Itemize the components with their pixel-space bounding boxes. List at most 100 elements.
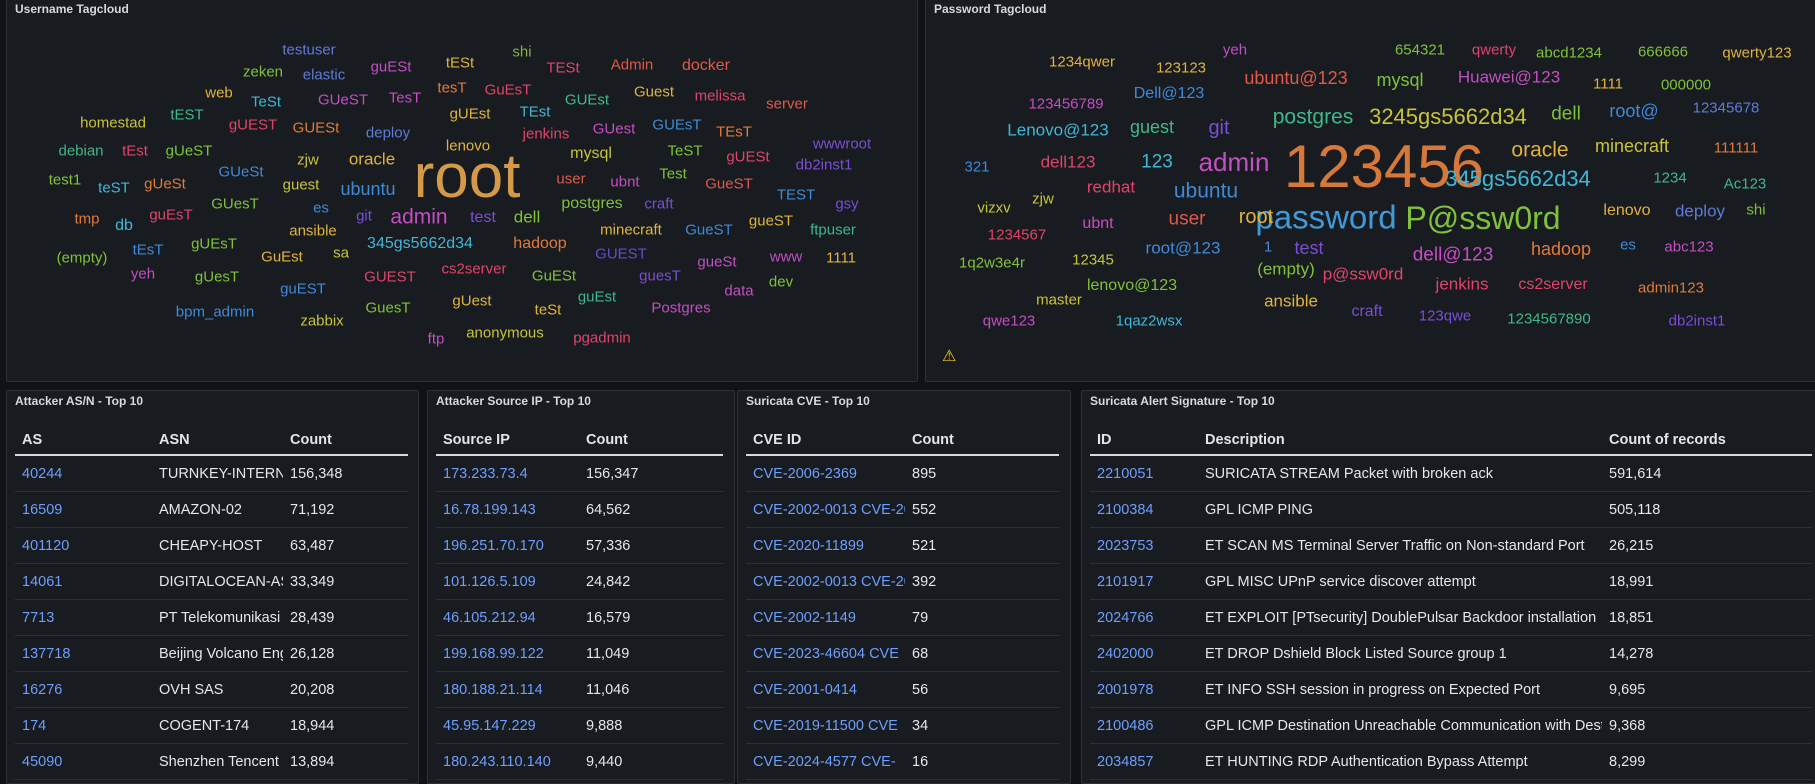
tag-word[interactable]: vizxv: [977, 199, 1011, 217]
tag-word[interactable]: yeh: [130, 265, 156, 283]
tag-word[interactable]: lenovo: [1603, 202, 1651, 219]
tag-word[interactable]: web: [205, 84, 233, 102]
tag-word[interactable]: dell123: [1040, 152, 1096, 172]
tag-word[interactable]: GUeST: [317, 91, 369, 109]
tag-word[interactable]: test: [470, 209, 496, 226]
tag-word[interactable]: postgres: [1272, 105, 1354, 129]
tag-word[interactable]: GUESt: [292, 119, 340, 137]
cell-link[interactable]: 16509: [15, 491, 152, 528]
tag-word[interactable]: server: [766, 95, 808, 113]
column-header[interactable]: Count of records: [1602, 425, 1812, 456]
tag-word[interactable]: craft: [644, 195, 674, 213]
cell-link[interactable]: 180.188.21.114: [436, 671, 579, 708]
tag-word[interactable]: db2inst1: [1668, 312, 1726, 330]
tag-word[interactable]: 123qwe: [1418, 307, 1472, 325]
tag-word[interactable]: guest: [282, 176, 320, 194]
cell-link[interactable]: 40244: [15, 455, 152, 492]
tag-word[interactable]: test: [1294, 238, 1324, 258]
tag-word[interactable]: Lenovo@123: [1007, 120, 1109, 140]
tag-word[interactable]: 345gs5662d34: [367, 235, 473, 252]
tag-word[interactable]: abc123: [1664, 238, 1714, 256]
tag-word[interactable]: P@ssw0rd: [1405, 200, 1561, 236]
tag-word[interactable]: GuESt: [531, 267, 577, 285]
tag-word[interactable]: yeh: [1222, 41, 1248, 59]
tag-word[interactable]: 000000: [1660, 76, 1712, 94]
column-header[interactable]: Count: [905, 425, 1059, 456]
tag-word[interactable]: user: [1168, 208, 1206, 230]
tag-word[interactable]: qwe123: [982, 312, 1036, 330]
tag-word[interactable]: dell: [1551, 103, 1581, 125]
tag-word[interactable]: db: [115, 217, 133, 234]
tag-word[interactable]: qwerty123: [1722, 44, 1792, 62]
tag-word[interactable]: GUEsT: [652, 116, 702, 134]
tag-word[interactable]: lenovo: [445, 137, 491, 155]
cell-link[interactable]: CVE-2020-11899: [746, 527, 905, 564]
tag-word[interactable]: hadoop: [513, 235, 567, 252]
tag-word[interactable]: (empty): [56, 249, 108, 267]
tag-word[interactable]: TesT: [388, 89, 422, 107]
tag-word[interactable]: 666666: [1637, 43, 1689, 61]
tag-word[interactable]: 1234: [1653, 169, 1687, 187]
tag-word[interactable]: GuesT: [365, 299, 411, 317]
tag-word[interactable]: 321: [964, 158, 990, 176]
tag-word[interactable]: root: [413, 142, 521, 211]
tag-word[interactable]: ubnt: [1082, 215, 1114, 232]
tag-word[interactable]: admin: [390, 205, 448, 229]
tag-word[interactable]: zabbix: [300, 312, 344, 330]
tag-word[interactable]: p@ssw0rd: [1322, 264, 1404, 284]
tag-word[interactable]: GUest: [592, 120, 636, 138]
tag-word[interactable]: ansible: [289, 222, 337, 240]
tag-word[interactable]: postgres: [561, 195, 623, 212]
tag-word[interactable]: TeST: [667, 142, 703, 160]
cell-link[interactable]: CVE-2002-0013 CVE-2002-0012: [746, 563, 905, 600]
cell-link[interactable]: 2100384: [1090, 491, 1198, 528]
tag-word[interactable]: TEst: [519, 103, 551, 121]
tag-word[interactable]: craft: [1351, 303, 1383, 320]
tag-word[interactable]: Test: [659, 165, 687, 183]
tag-word[interactable]: 111111: [1713, 139, 1759, 157]
tag-word[interactable]: 123456: [1283, 133, 1485, 200]
tag-word[interactable]: Admin: [610, 56, 654, 74]
tag-word[interactable]: melissa: [694, 87, 746, 105]
tag-word[interactable]: testuser: [282, 41, 336, 59]
tag-word[interactable]: www: [769, 248, 803, 266]
cell-link[interactable]: 16276: [15, 671, 152, 708]
tag-word[interactable]: tESt: [445, 54, 475, 72]
column-header[interactable]: ID: [1090, 425, 1198, 456]
tag-word[interactable]: TeSt: [250, 93, 282, 111]
tag-word[interactable]: tEst: [122, 142, 148, 160]
tag-word[interactable]: 1q2w3e4r: [959, 254, 1025, 272]
tag-word[interactable]: 1: [1263, 238, 1273, 256]
tag-word[interactable]: minecraft: [600, 221, 662, 239]
tag-word[interactable]: dev: [768, 273, 794, 291]
cell-link[interactable]: 173.233.73.4: [436, 455, 579, 492]
tag-word[interactable]: zjw: [297, 151, 319, 169]
cell-link[interactable]: 137718: [15, 635, 152, 672]
tag-word[interactable]: lenovo@123: [1086, 277, 1178, 294]
tag-word[interactable]: minecraft: [1594, 136, 1670, 156]
cell-link[interactable]: 16.78.199.143: [436, 491, 579, 528]
tag-word[interactable]: guEST: [280, 280, 326, 298]
tag-word[interactable]: TEsT: [716, 123, 752, 141]
column-header[interactable]: Count: [579, 425, 723, 456]
tag-word[interactable]: 123: [1141, 151, 1173, 173]
tag-word[interactable]: Postgres: [651, 299, 711, 317]
tag-word[interactable]: git: [1208, 117, 1230, 139]
tag-word[interactable]: guEst: [577, 288, 617, 306]
cell-link[interactable]: CVE-2006-2369: [746, 455, 905, 492]
tag-word[interactable]: 12345678: [1692, 99, 1760, 117]
column-header[interactable]: Description: [1198, 425, 1602, 456]
tag-word[interactable]: user: [556, 170, 586, 188]
tag-word[interactable]: TESt: [546, 59, 580, 77]
tag-word[interactable]: cs2server: [441, 260, 507, 278]
tag-word[interactable]: cs2server: [1518, 276, 1588, 293]
tag-word[interactable]: qwerty: [1471, 41, 1517, 59]
tag-word[interactable]: ubnt: [610, 173, 640, 191]
cell-link[interactable]: CVE-2023-46604 CVE: [746, 635, 905, 672]
tag-word[interactable]: deploy: [1674, 201, 1726, 221]
tag-word[interactable]: homestad: [80, 114, 146, 132]
cell-link[interactable]: 401120: [15, 527, 152, 564]
tag-word[interactable]: ftp: [427, 330, 445, 348]
tag-word[interactable]: abcd1234: [1536, 44, 1602, 62]
tag-word[interactable]: GUEst: [564, 91, 610, 109]
